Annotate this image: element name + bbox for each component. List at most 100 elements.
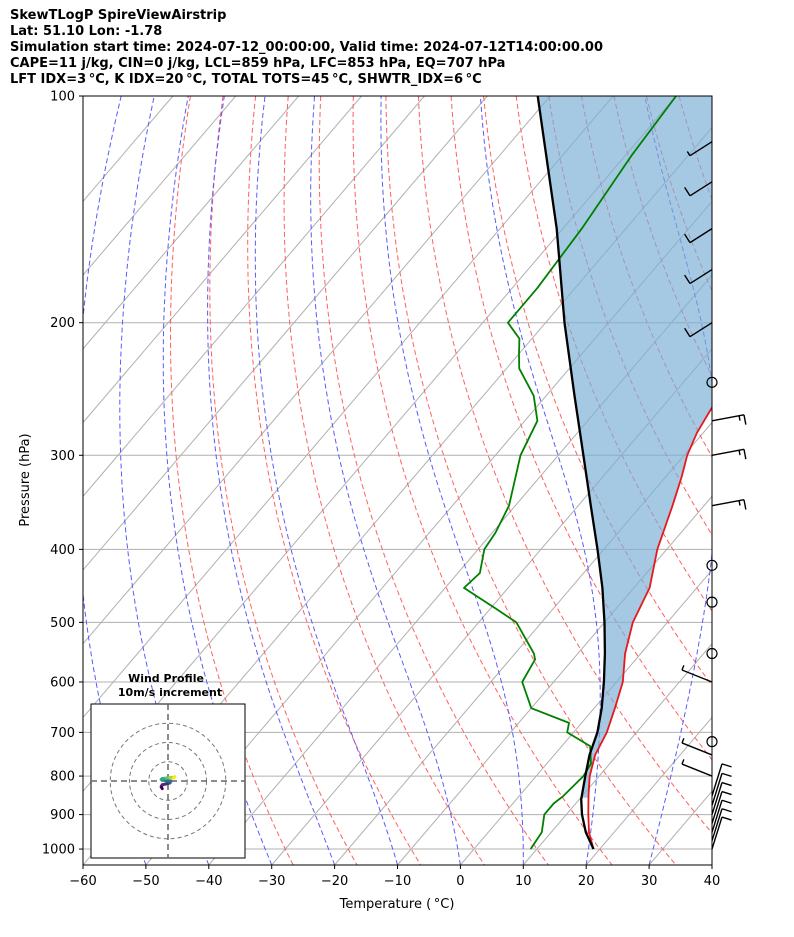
x-tick-label: −30	[258, 874, 285, 889]
x-tick-label: 10	[515, 874, 532, 889]
isotherm	[83, 96, 300, 350]
y-tick-label: 800	[50, 770, 75, 785]
barb-flag	[721, 808, 732, 813]
calm-wind-circle	[706, 559, 718, 571]
dry-adiabat	[385, 96, 677, 865]
barb-flag	[743, 414, 747, 425]
barb-flag	[721, 763, 732, 768]
barb-half-flag	[738, 415, 741, 421]
isotherm	[83, 96, 614, 719]
y-tick-label: 200	[50, 316, 75, 331]
barb-staff	[711, 763, 723, 797]
barb-staff	[689, 141, 713, 157]
barb-flag	[743, 449, 747, 460]
moist-adiabat	[711, 863, 712, 865]
y-tick-label: 400	[50, 543, 75, 558]
barb-flag	[743, 499, 747, 510]
dry-adiabat	[744, 96, 794, 865]
y-tick-label: 1000	[42, 843, 75, 858]
barb-half-flag	[681, 665, 685, 671]
location-line: Lat: 51.10 Lon: -1.78	[10, 24, 163, 39]
parcel-line	[536, 96, 607, 850]
wind-barb	[711, 808, 732, 841]
wind-barb	[681, 759, 713, 777]
barb-flag	[684, 274, 691, 284]
wind-barb	[711, 790, 732, 824]
chart-header: SkewTLogP SpireViewAirstrip Lat: 51.10 L…	[10, 8, 603, 88]
barb-staff	[711, 782, 723, 815]
wind-barb	[711, 799, 732, 833]
wind-barb	[684, 228, 713, 244]
x-tick-label: 20	[578, 874, 595, 889]
calm-wind-circle	[706, 736, 718, 748]
dry-adiabat	[711, 96, 712, 99]
barb-staff	[711, 773, 723, 806]
dry-adiabat	[209, 96, 358, 865]
y-axis-label: Pressure (hPa)	[18, 433, 33, 526]
moist-adiabat	[644, 96, 712, 865]
barb-staff	[689, 322, 713, 338]
isotherm	[460, 569, 712, 865]
lifted-index-line: LFT IDX=3 °C, K IDX=20 °C, TOTAL TOTS=45…	[10, 72, 482, 87]
barb-staff	[681, 742, 713, 756]
isotherm	[83, 96, 488, 571]
barb-staff	[689, 268, 713, 285]
y-tick-label: 600	[50, 675, 75, 690]
wind-barb	[711, 448, 747, 460]
profile-lines	[463, 96, 712, 850]
hodograph-subtitle: 10m/s increment	[118, 686, 222, 699]
y-tick-label: 100	[50, 90, 75, 105]
wind-barb	[681, 665, 713, 683]
station-title: SkewTLogP SpireViewAirstrip	[10, 8, 227, 23]
barb-flag	[721, 790, 732, 796]
wind-barb	[711, 763, 732, 797]
x-tick-label: −40	[195, 874, 222, 889]
isotherm	[83, 96, 551, 645]
cape-area	[537, 96, 712, 798]
wind-barb	[711, 499, 747, 510]
barb-flag	[721, 772, 732, 778]
wind-barb	[684, 268, 713, 285]
barb-staff	[711, 816, 723, 850]
wind-barb	[684, 322, 713, 338]
barb-flag	[721, 799, 732, 804]
moist-adiabat	[207, 96, 336, 865]
barb-half-flag	[738, 450, 741, 456]
x-tick-label: −60	[69, 874, 96, 889]
hodograph-ring	[148, 761, 188, 801]
x-tick-label: 40	[704, 874, 721, 889]
x-tick-label: −20	[321, 874, 348, 889]
hodograph-inset: Wind Profile 10m/s increment	[90, 672, 246, 859]
wind-barb	[711, 414, 747, 425]
hodograph-plot	[91, 704, 245, 858]
y-tick-label: 300	[50, 449, 75, 464]
wind-barb	[711, 816, 732, 850]
barb-flag	[721, 781, 732, 787]
x-axis-label: Temperature ( °C)	[339, 897, 455, 912]
barb-staff	[711, 808, 723, 841]
hodograph-trace-segment	[172, 775, 177, 780]
barb-staff	[711, 800, 723, 833]
temperature-line	[587, 405, 712, 850]
barb-staff	[681, 763, 713, 777]
moist-adiabat	[254, 96, 398, 865]
y-tick-label: 500	[50, 616, 75, 631]
barb-staff	[681, 669, 713, 683]
wind-barb	[684, 181, 713, 197]
barb-flag	[721, 816, 732, 821]
wind-barb	[711, 781, 732, 815]
wind-barb	[711, 772, 732, 806]
dry-adiabat	[283, 96, 485, 865]
dry-adiabat	[777, 96, 794, 865]
dry-adiabat	[450, 96, 712, 761]
x-tick-label: −10	[384, 874, 411, 889]
simulation-time-line: Simulation start time: 2024-07-12_00:00:…	[10, 40, 603, 55]
moist-adiabat	[380, 96, 524, 865]
barb-half-flag	[681, 738, 685, 744]
isotherm	[397, 495, 712, 865]
wind-barb	[686, 141, 713, 157]
y-axis: 100 200 300 400 500 600 700 800 900 1000	[42, 90, 83, 858]
barb-half-flag	[681, 759, 685, 765]
wind-barbs	[681, 141, 747, 850]
dry-adiabat	[418, 96, 712, 834]
